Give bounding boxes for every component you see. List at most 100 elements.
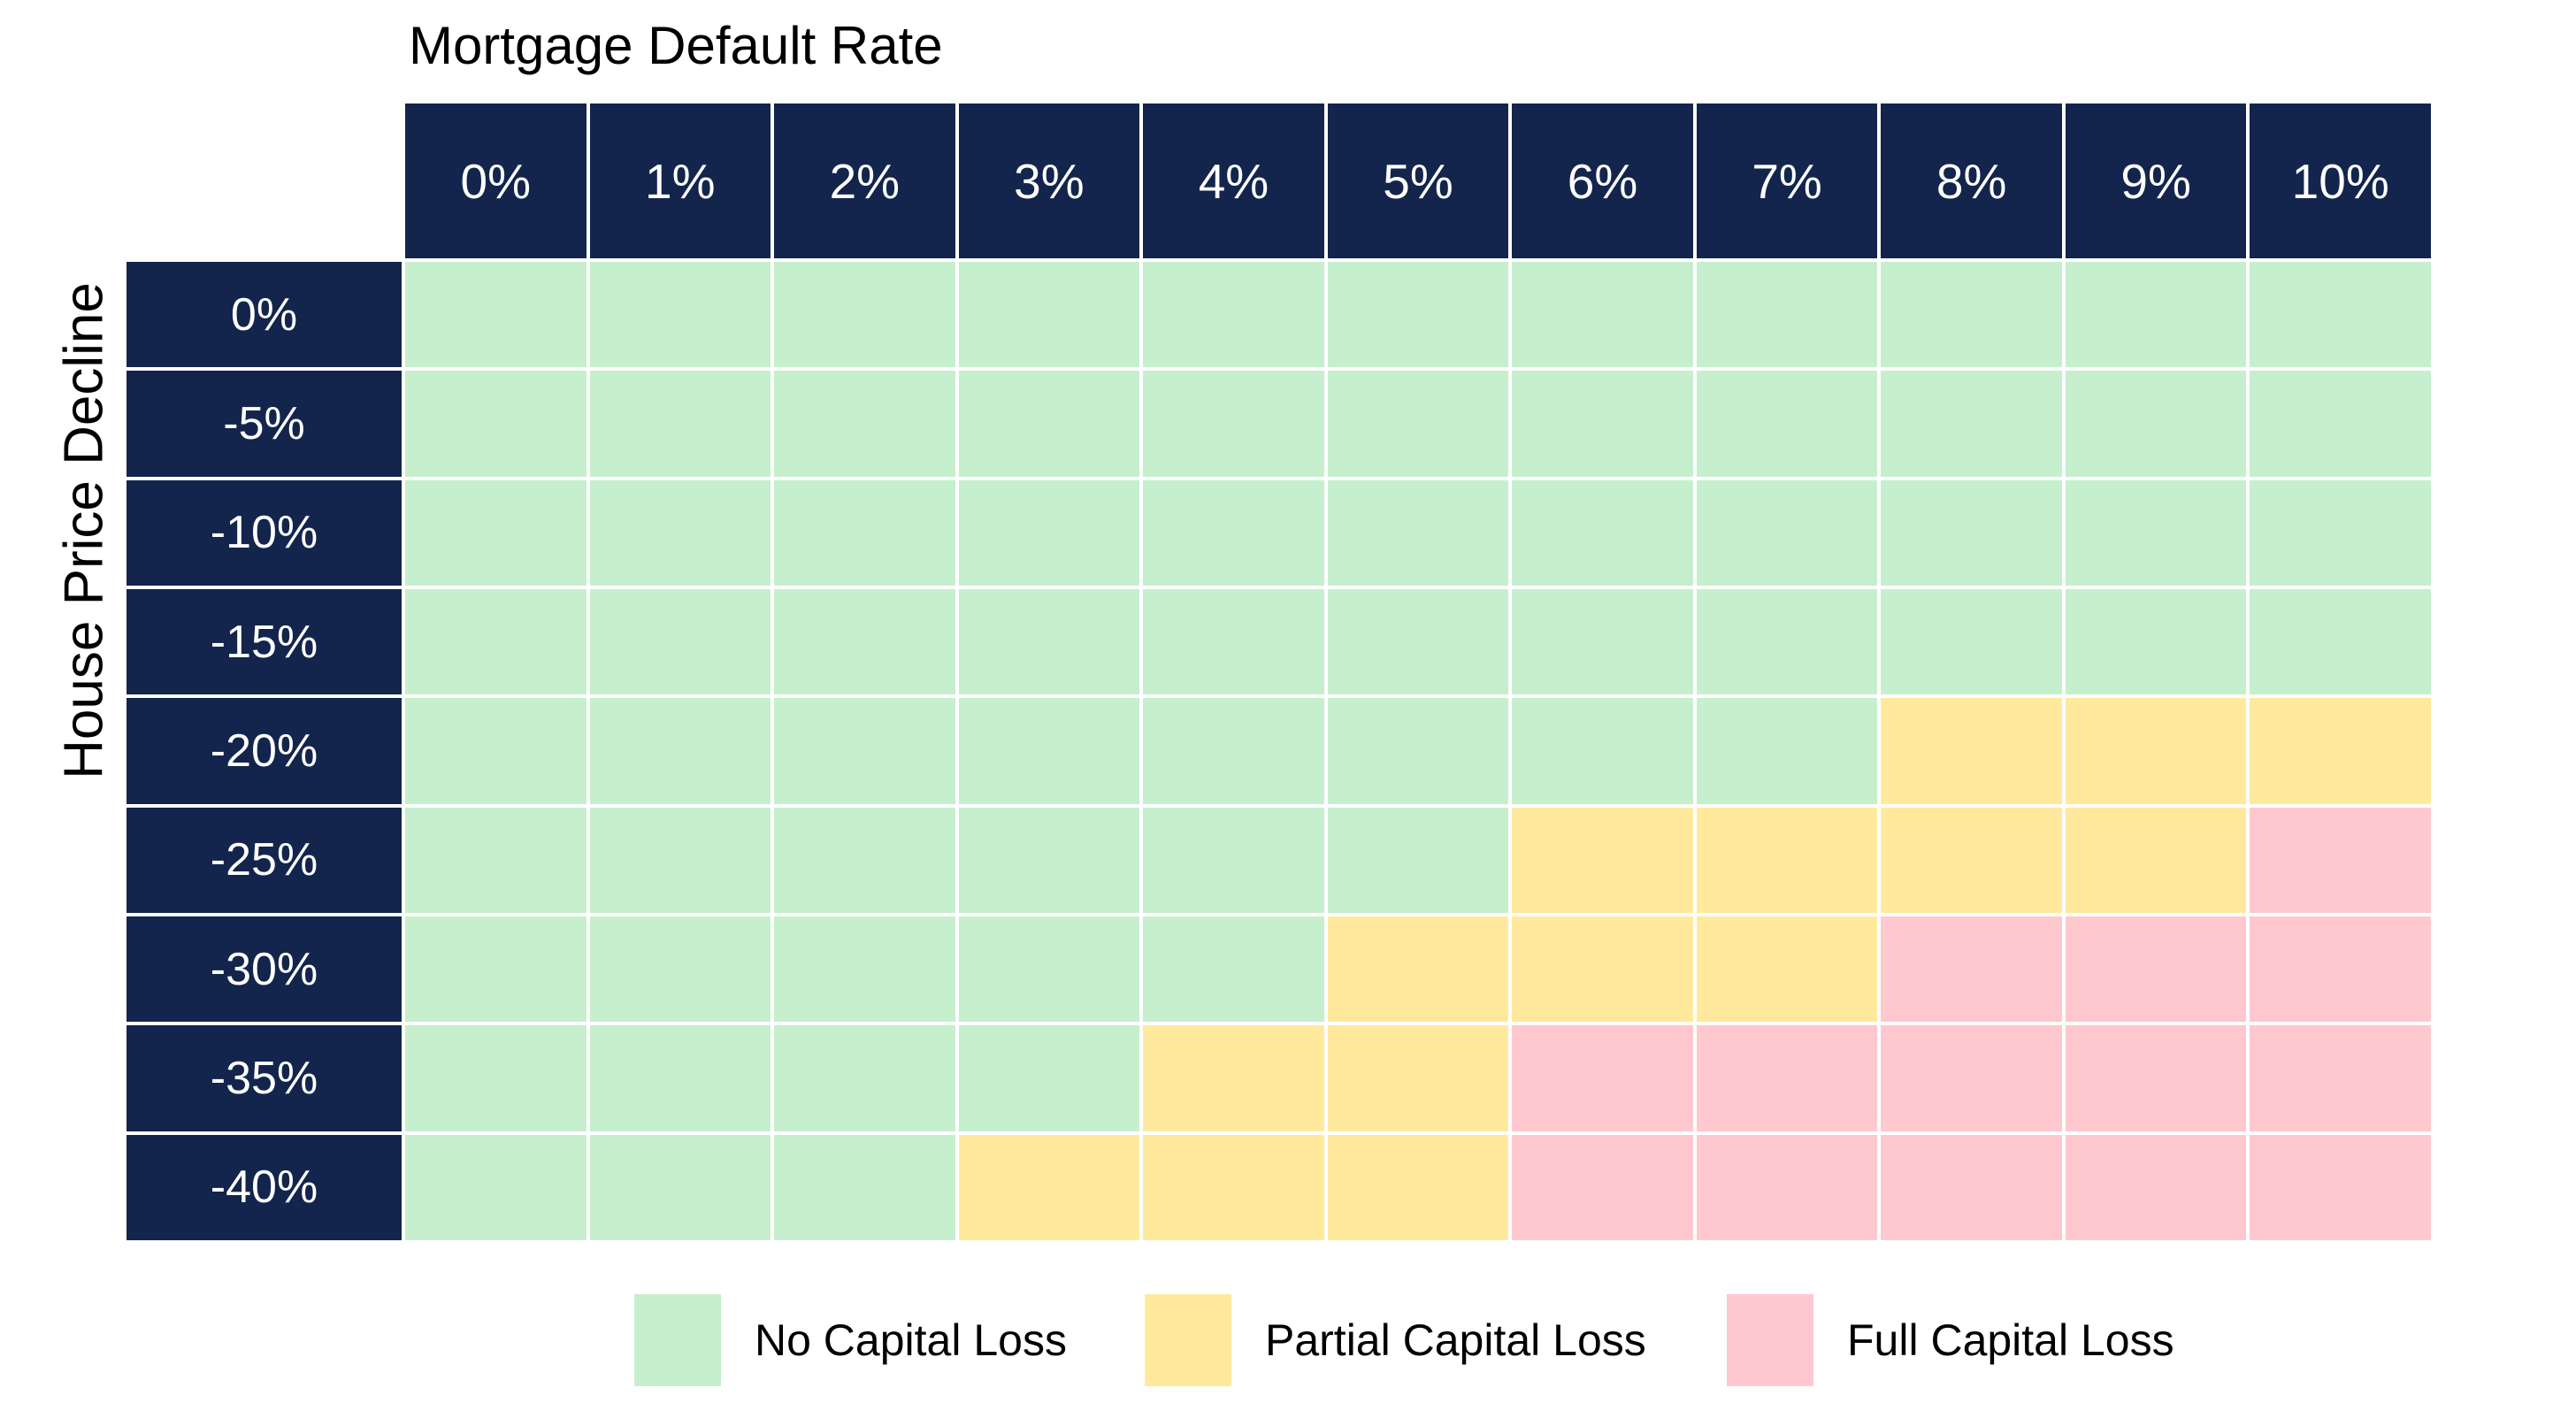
- column-header-cell: 10%: [2250, 104, 2431, 258]
- heatmap-cell: [2065, 371, 2247, 477]
- heatmap-cell: [958, 479, 1140, 586]
- heatmap-cell: [2065, 916, 2247, 1023]
- legend-swatch: [1145, 1294, 1231, 1386]
- heatmap-cell: [589, 807, 771, 913]
- heatmap-cell: [958, 807, 1140, 913]
- heatmap-grid: [405, 262, 2431, 1240]
- heatmap-cell: [1327, 371, 1509, 477]
- legend-label: No Capital Loss: [755, 1315, 1067, 1365]
- heatmap-cell: [405, 916, 586, 1023]
- heatmap-cell: [1512, 698, 1693, 804]
- heatmap-cell: [405, 1025, 586, 1131]
- heatmap-cell: [958, 698, 1140, 804]
- heatmap-cell: [1327, 1025, 1509, 1131]
- heatmap-cell: [774, 698, 955, 804]
- heatmap-cell: [1696, 262, 1878, 368]
- heatmap-cell: [1327, 1134, 1509, 1240]
- heatmap-cell: [958, 916, 1140, 1023]
- heatmap-cell: [405, 1134, 586, 1240]
- chart-title: Mortgage Default Rate: [409, 16, 943, 75]
- heatmap-cell: [774, 262, 955, 368]
- heatmap-cell: [1512, 1134, 1693, 1240]
- heatmap-cell: [958, 371, 1140, 477]
- heatmap-cell: [2250, 916, 2431, 1023]
- heatmap-cell: [2065, 1134, 2247, 1240]
- legend-item: Full Capital Loss: [1727, 1294, 2174, 1386]
- heatmap-cell: [2250, 262, 2431, 368]
- heatmap-cell: [1143, 1134, 1324, 1240]
- row-header-cell: -35%: [126, 1025, 402, 1131]
- heatmap-cell: [1143, 479, 1324, 586]
- heatmap-cell: [774, 1025, 955, 1131]
- heatmap-cell: [774, 1134, 955, 1240]
- heatmap-cell: [2250, 589, 2431, 695]
- heatmap-cell: [1143, 589, 1324, 695]
- heatmap-cell: [1143, 1025, 1324, 1131]
- heatmap-cell: [2065, 479, 2247, 586]
- heatmap-cell: [1881, 262, 2062, 368]
- row-header-cell: -30%: [126, 916, 402, 1023]
- legend-swatch: [634, 1294, 721, 1386]
- heatmap-cell: [1143, 262, 1324, 368]
- heatmap-cell: [958, 589, 1140, 695]
- heatmap-cell: [1881, 479, 2062, 586]
- heatmap-cell: [1327, 479, 1509, 586]
- heatmap-cell: [1327, 262, 1509, 368]
- column-header-cell: 1%: [589, 104, 771, 258]
- row-header-cell: -15%: [126, 589, 402, 695]
- heatmap-cell: [2250, 807, 2431, 913]
- heatmap-cell: [1512, 479, 1693, 586]
- heatmap-cell: [1512, 916, 1693, 1023]
- heatmap-cell: [2065, 262, 2247, 368]
- heatmap-cell: [1696, 807, 1878, 913]
- heatmap-cell: [1327, 807, 1509, 913]
- heatmap-cell: [774, 479, 955, 586]
- heatmap-cell: [1696, 916, 1878, 1023]
- column-header-cell: 5%: [1327, 104, 1509, 258]
- heatmap-cell: [1512, 262, 1693, 368]
- y-axis-label: House Price Decline: [53, 282, 115, 779]
- column-header-cell: 6%: [1512, 104, 1693, 258]
- heatmap-cell: [1512, 371, 1693, 477]
- heatmap-cell: [1327, 589, 1509, 695]
- heatmap-cell: [1696, 1025, 1878, 1131]
- heatmap-cell: [1881, 698, 2062, 804]
- heatmap-cell: [1512, 807, 1693, 913]
- row-header-cell: -10%: [126, 479, 402, 586]
- heatmap-cell: [774, 916, 955, 1023]
- heatmap-cell: [2250, 1025, 2431, 1131]
- heatmap-cell: [1143, 807, 1324, 913]
- legend-label: Full Capital Loss: [1847, 1315, 2174, 1365]
- heatmap-cell: [405, 371, 586, 477]
- heatmap-cell: [1327, 698, 1509, 804]
- heatmap-cell: [958, 1025, 1140, 1131]
- heatmap-cell: [405, 698, 586, 804]
- heatmap-cell: [1512, 589, 1693, 695]
- legend-item: No Capital Loss: [634, 1294, 1067, 1386]
- heatmap-cell: [1143, 371, 1324, 477]
- heatmap-cell: [1881, 371, 2062, 477]
- row-header-cell: -40%: [126, 1134, 402, 1240]
- heatmap-cell: [405, 807, 586, 913]
- heatmap-cell: [1696, 1134, 1878, 1240]
- heatmap-cell: [589, 1025, 771, 1131]
- row-header-cell: -5%: [126, 371, 402, 477]
- heatmap-cell: [1881, 807, 2062, 913]
- heatmap-cell: [589, 479, 771, 586]
- heatmap-cell: [405, 589, 586, 695]
- heatmap-cell: [774, 807, 955, 913]
- legend-item: Partial Capital Loss: [1145, 1294, 1646, 1386]
- heatmap-cell: [589, 262, 771, 368]
- heatmap-cell: [1881, 1025, 2062, 1131]
- heatmap-cell: [589, 698, 771, 804]
- heatmap-cell: [2065, 698, 2247, 804]
- heatmap-cell: [2065, 589, 2247, 695]
- heatmap-cell: [1696, 371, 1878, 477]
- heatmap-cell: [1696, 479, 1878, 586]
- heatmap-cell: [589, 589, 771, 695]
- heatmap-cell: [1881, 1134, 2062, 1240]
- heatmap-cell: [2250, 479, 2431, 586]
- heatmap-cell: [958, 1134, 1140, 1240]
- heatmap-cell: [405, 479, 586, 586]
- row-header-cell: -20%: [126, 698, 402, 804]
